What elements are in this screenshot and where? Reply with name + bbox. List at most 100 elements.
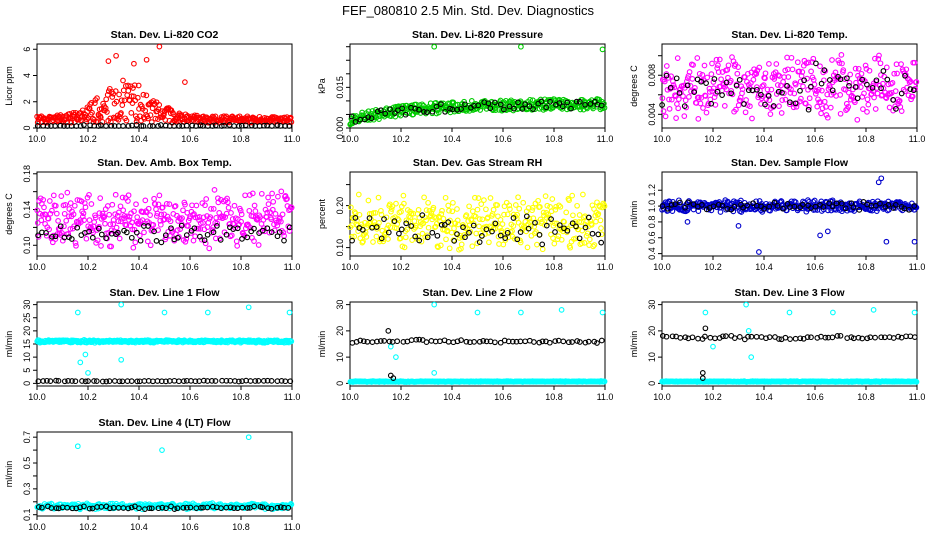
data-point bbox=[598, 102, 605, 109]
data-point bbox=[80, 210, 87, 217]
data-point bbox=[871, 94, 877, 101]
data-point bbox=[288, 204, 295, 211]
data-point bbox=[38, 217, 45, 224]
data-point bbox=[849, 92, 855, 99]
data-point bbox=[274, 504, 281, 511]
data-point bbox=[147, 242, 154, 249]
data-point bbox=[411, 218, 418, 224]
chart-title: Stan. Dev. Line 4 (LT) Flow bbox=[98, 417, 231, 429]
data-point bbox=[264, 377, 271, 384]
data-point bbox=[896, 98, 902, 105]
data-point bbox=[446, 207, 452, 214]
data-point bbox=[195, 225, 202, 232]
data-point bbox=[251, 238, 257, 244]
data-point bbox=[578, 219, 584, 225]
x-tick-label: 11.0 bbox=[909, 262, 926, 272]
data-point bbox=[875, 56, 882, 62]
data-point bbox=[911, 203, 918, 209]
data-point bbox=[191, 112, 198, 119]
data-point bbox=[425, 199, 431, 206]
data-point bbox=[802, 100, 809, 107]
data-point bbox=[255, 242, 262, 248]
data-point bbox=[163, 505, 169, 512]
data-point bbox=[894, 70, 900, 77]
data-point bbox=[542, 193, 549, 199]
data-point bbox=[157, 221, 164, 228]
data-point bbox=[749, 115, 755, 122]
data-point bbox=[67, 226, 74, 232]
data-point bbox=[246, 207, 253, 214]
data-point bbox=[703, 206, 710, 213]
data-point bbox=[221, 122, 227, 129]
x-tick-label: 11.0 bbox=[284, 262, 301, 272]
y-tick-label: 0.4 bbox=[647, 247, 657, 260]
data-point bbox=[594, 340, 600, 346]
data-point bbox=[120, 87, 127, 94]
data-point bbox=[45, 215, 52, 222]
data-point bbox=[104, 92, 111, 98]
data-point bbox=[202, 202, 208, 209]
x-tick-label: 10.4 bbox=[443, 262, 461, 272]
data-point bbox=[872, 334, 878, 341]
data-point bbox=[144, 238, 151, 245]
data-point bbox=[246, 192, 253, 198]
series-subset bbox=[35, 222, 293, 246]
data-point bbox=[134, 214, 141, 220]
data-point bbox=[540, 209, 547, 216]
data-point bbox=[543, 222, 550, 229]
data-point bbox=[907, 86, 914, 92]
data-point bbox=[662, 113, 669, 120]
data-point bbox=[62, 201, 69, 208]
series-subset bbox=[349, 328, 605, 381]
data-point bbox=[119, 102, 126, 108]
data-point bbox=[733, 106, 739, 113]
data-point bbox=[492, 220, 499, 227]
data-point bbox=[885, 202, 892, 208]
data-point bbox=[249, 190, 256, 197]
data-point bbox=[878, 334, 885, 341]
data-point bbox=[881, 73, 888, 80]
data-point bbox=[375, 194, 382, 201]
data-point bbox=[515, 219, 522, 226]
x-tick-label: 10.0 bbox=[653, 262, 671, 272]
data-point bbox=[281, 237, 287, 244]
data-point bbox=[860, 106, 866, 112]
data-point bbox=[573, 223, 579, 230]
data-point bbox=[512, 202, 519, 208]
data-point bbox=[167, 218, 174, 225]
data-point bbox=[373, 233, 380, 240]
data-point bbox=[735, 223, 742, 229]
data-point bbox=[349, 214, 356, 221]
data-point bbox=[46, 226, 52, 233]
data-point bbox=[659, 102, 665, 108]
data-point bbox=[374, 338, 380, 345]
x-tick-label: 10.0 bbox=[28, 262, 46, 272]
data-point bbox=[232, 378, 238, 384]
data-point bbox=[711, 76, 718, 82]
data-point bbox=[116, 91, 122, 98]
data-point bbox=[285, 504, 292, 511]
data-point bbox=[151, 195, 157, 202]
data-point bbox=[81, 122, 87, 128]
data-point bbox=[115, 229, 121, 236]
data-point bbox=[236, 378, 242, 385]
x-tick-label: 11.0 bbox=[284, 522, 301, 532]
data-point bbox=[438, 221, 445, 228]
data-point bbox=[128, 504, 135, 511]
data-point bbox=[280, 229, 287, 236]
data-point bbox=[376, 116, 382, 122]
data-point bbox=[233, 238, 240, 245]
data-point bbox=[910, 87, 917, 94]
data-point bbox=[231, 505, 237, 511]
data-point bbox=[288, 501, 295, 508]
data-point bbox=[829, 197, 836, 204]
data-point bbox=[707, 334, 714, 341]
data-point bbox=[204, 504, 211, 511]
data-point bbox=[415, 207, 422, 213]
data-point bbox=[539, 246, 546, 253]
data-point bbox=[682, 204, 688, 211]
data-point bbox=[248, 122, 255, 129]
x-tick-label: 10.2 bbox=[704, 392, 722, 402]
data-point bbox=[798, 95, 804, 102]
